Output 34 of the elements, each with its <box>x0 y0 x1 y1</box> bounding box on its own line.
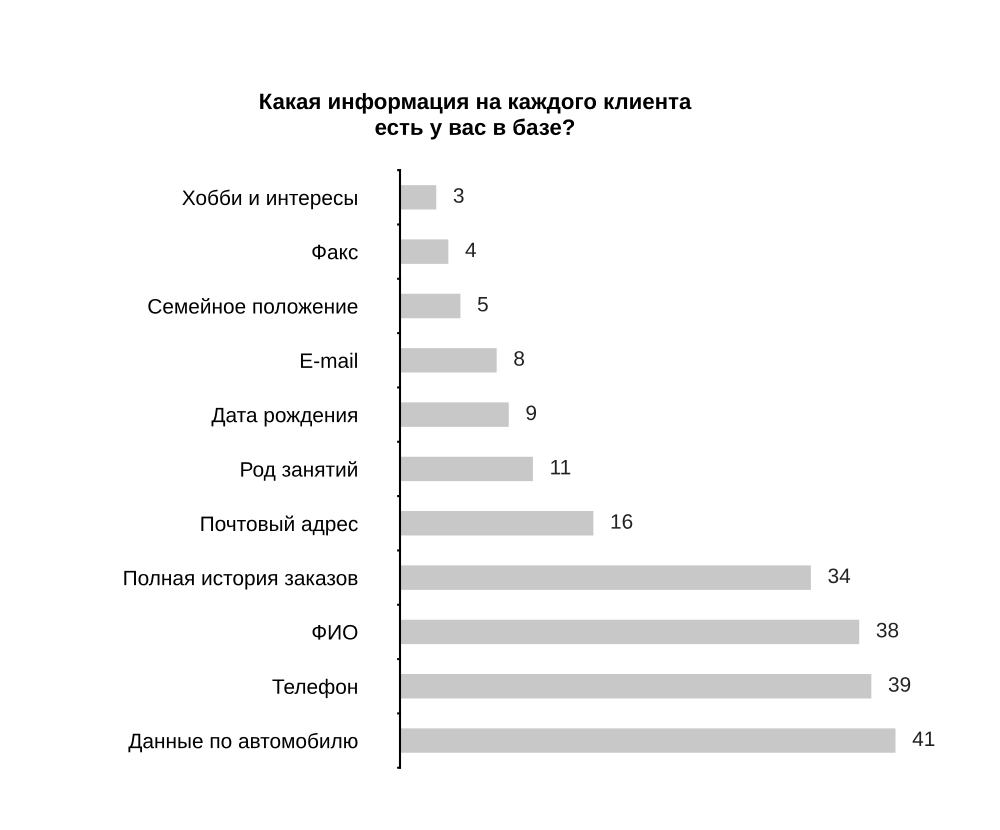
data-label: 3 <box>454 188 464 203</box>
y-tick-label: Род занятий <box>241 461 357 481</box>
bar <box>400 294 460 318</box>
bar <box>400 185 436 210</box>
data-label: 5 <box>478 297 488 312</box>
y-tick-label: Телефон <box>272 678 357 698</box>
bar <box>400 511 594 536</box>
data-label: 38 <box>876 622 898 638</box>
data-label: 34 <box>828 568 850 584</box>
data-label: 4 <box>465 242 476 258</box>
y-tick-label: Почтовый адрес <box>201 516 358 536</box>
y-tick-label: Данные по автомобилю <box>128 732 358 752</box>
data-label: 8 <box>514 351 524 366</box>
y-tick-label: Хобби и интересы <box>182 190 357 210</box>
bar <box>400 239 448 264</box>
data-label: 39 <box>888 677 910 692</box>
bar <box>400 728 896 753</box>
data-label: 16 <box>612 514 632 529</box>
y-tick-label: Дата рождения <box>212 408 357 426</box>
y-tick-label: Полная история заказов <box>124 570 358 590</box>
y-tick-label: Семейное положение <box>148 298 358 314</box>
bar <box>400 348 497 373</box>
data-label: 41 <box>912 732 934 746</box>
data-label: 11 <box>551 460 570 474</box>
chart-title: Какая информация на каждого клиента есть у вас в базе? <box>260 92 692 140</box>
y-tick-label: Факс <box>312 244 358 260</box>
bar <box>400 565 811 590</box>
y-tick-label: ФИО <box>312 624 358 640</box>
bar <box>400 456 533 482</box>
bar <box>400 402 509 427</box>
bar <box>400 620 860 644</box>
data-label: 9 <box>526 405 536 420</box>
bar <box>400 674 872 698</box>
y-tick-label: E-mail <box>301 352 357 368</box>
